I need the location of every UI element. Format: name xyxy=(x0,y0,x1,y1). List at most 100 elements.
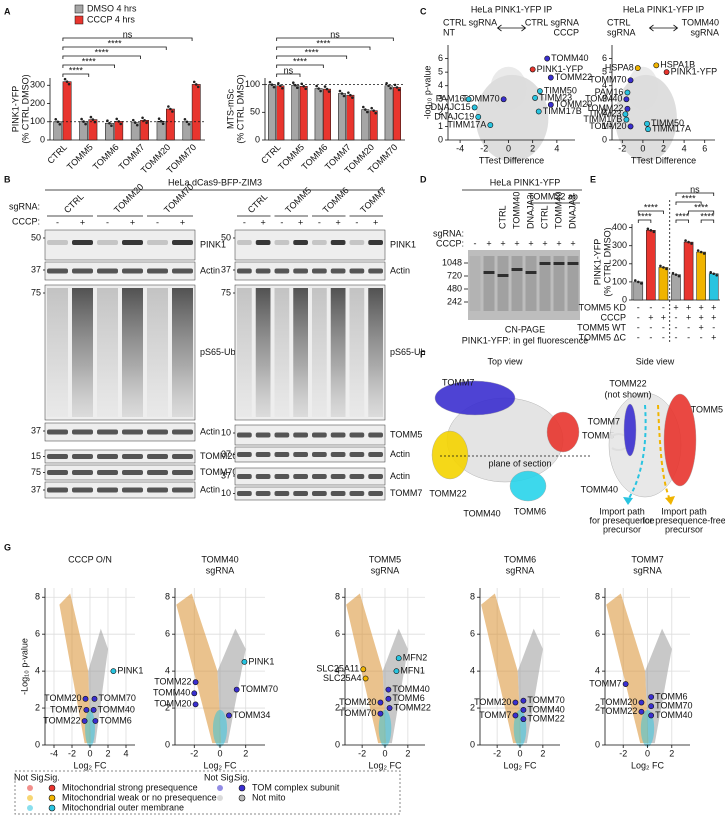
data-point xyxy=(638,699,645,706)
band xyxy=(72,454,93,459)
view-title: Side view xyxy=(636,356,675,366)
significance-label: **** xyxy=(694,202,709,212)
bar xyxy=(384,85,393,141)
significance-label: **** xyxy=(82,56,97,66)
band xyxy=(47,268,68,274)
replicate-dot xyxy=(315,84,318,88)
replicate-dot xyxy=(67,82,71,86)
y-tick-label: 0 xyxy=(40,134,45,144)
gel-band xyxy=(553,262,565,265)
subunit-label: TOMM7 xyxy=(442,377,474,387)
background-cloud xyxy=(212,709,228,747)
band xyxy=(147,429,168,435)
point-label: TOMM40 xyxy=(392,684,429,694)
replicate-dot xyxy=(161,122,165,126)
band xyxy=(312,432,327,438)
y-tick-label: 0 xyxy=(35,739,40,749)
replicate-dot xyxy=(649,229,653,232)
path-label: Import path xyxy=(661,506,707,516)
tomm6-surface xyxy=(509,470,547,502)
band xyxy=(274,432,290,438)
replicate-dot xyxy=(342,94,346,98)
point-label: TIMM17B xyxy=(543,106,582,116)
band xyxy=(349,268,365,274)
tomm7-surface xyxy=(434,380,516,416)
blot-strip xyxy=(234,467,386,486)
y-tick-label: 2 xyxy=(470,702,475,712)
lane-sign: - xyxy=(474,238,477,248)
point-label: TOMM7 xyxy=(479,710,511,720)
tomm5-side xyxy=(663,393,697,487)
mw-marker: 37 xyxy=(221,449,231,459)
x-axis-label: TTest Difference xyxy=(479,155,544,165)
x-tick-label: -2 xyxy=(358,748,366,758)
point-label: TOMM40 xyxy=(527,704,564,714)
y-tick-label: 8 xyxy=(165,592,170,602)
data-point xyxy=(386,705,393,711)
band xyxy=(293,268,308,274)
mw-marker: 37 xyxy=(221,264,231,274)
band xyxy=(274,240,290,245)
y-tick-label: 2 xyxy=(438,107,443,117)
x-axis-label: Log₂ FC xyxy=(203,760,237,770)
band xyxy=(122,470,143,475)
point-label: TOMM22 xyxy=(43,715,80,725)
gel-smear xyxy=(483,256,495,311)
significance-bracket xyxy=(637,210,664,214)
condition-sign: - xyxy=(700,332,703,342)
replicate-dot xyxy=(662,266,665,269)
point-label: TOMM7 xyxy=(50,704,82,714)
blot-label: Actin xyxy=(200,265,220,275)
data-point xyxy=(82,695,89,702)
subunit-label: TOMM40 xyxy=(581,484,618,494)
data-point xyxy=(465,96,472,103)
background-cloud xyxy=(346,593,387,744)
subunit-label: TOMM5 xyxy=(582,430,614,440)
data-point xyxy=(663,69,670,76)
point-label: TOMM20 xyxy=(154,699,191,709)
mw-marker: 75 xyxy=(221,287,231,297)
panel-label: E xyxy=(590,174,596,184)
point-label: TOMM40 xyxy=(98,704,135,714)
data-point xyxy=(385,686,392,693)
y-tick-label: 6 xyxy=(438,53,443,63)
significance-label: ns xyxy=(330,29,340,39)
point-label: TOMM70 xyxy=(589,75,626,85)
lane-label: CTRL xyxy=(246,191,270,215)
data-point xyxy=(648,694,655,700)
point-label: DNAJC19 xyxy=(434,111,474,121)
path-label: precursor xyxy=(603,524,641,534)
x-tick-label: 2 xyxy=(669,748,674,758)
band xyxy=(122,240,143,245)
legend-marker xyxy=(48,784,56,792)
data-point xyxy=(377,699,384,706)
legend-marker xyxy=(27,805,33,811)
band xyxy=(72,470,93,475)
replicate-dot xyxy=(696,249,700,252)
band xyxy=(330,268,346,274)
point-label: TOMM34 xyxy=(233,710,270,720)
band xyxy=(122,487,143,493)
lane-label: CTRL xyxy=(539,205,549,229)
band xyxy=(97,429,118,435)
data-point xyxy=(500,96,507,103)
blot-label: TOMM70 xyxy=(200,467,237,477)
ub-smear xyxy=(72,288,93,417)
gel-smear xyxy=(567,256,579,311)
condition-sign: + xyxy=(686,302,691,312)
band xyxy=(122,268,143,274)
significance-bracket xyxy=(62,55,141,59)
band xyxy=(255,240,271,245)
subunit-label: TOMM7 xyxy=(588,416,620,426)
replicate-dot xyxy=(397,88,401,92)
blot-strip xyxy=(234,261,386,281)
replicate-dot xyxy=(56,120,60,124)
replicate-dot xyxy=(338,89,342,93)
legend-label: TOM complex subunit xyxy=(252,782,340,792)
point-label: TOMM40 xyxy=(585,94,622,104)
condition-sign: - xyxy=(637,302,640,312)
band xyxy=(368,240,383,245)
x-axis-label: Log₂ FC xyxy=(368,760,402,770)
replicate-dot xyxy=(192,80,196,84)
